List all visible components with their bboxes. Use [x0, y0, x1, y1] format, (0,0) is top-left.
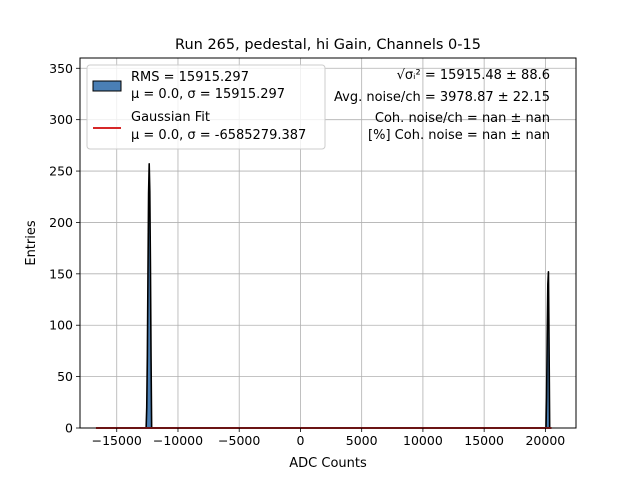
- x-axis-ticks: −15000 −10000 −5000 0 5000 10000 15000 20000: [92, 428, 565, 448]
- y-tick-label: 250: [49, 164, 73, 179]
- x-tick-label: 0: [296, 433, 304, 448]
- legend-label-histogram: RMS = 15915.297: [131, 70, 249, 85]
- x-tick-label: 5000: [346, 433, 378, 448]
- y-tick-label: 100: [49, 318, 73, 333]
- annotation-coh-noise-percent: [%] Coh. noise = nan ± nan: [368, 128, 550, 143]
- plot-frame: [79, 57, 577, 429]
- y-tick-label: 300: [49, 112, 73, 127]
- y-axis-label: Entries: [24, 220, 39, 266]
- y-tick-label: 50: [57, 369, 73, 384]
- legend-frame: [86, 64, 326, 150]
- histogram-peak: [145, 163, 153, 429]
- x-tick-label: −5000: [218, 433, 260, 448]
- legend-label-fit: Gaussian Fit: [131, 110, 210, 125]
- x-tick-label: −10000: [153, 433, 203, 448]
- x-tick-label: 20000: [525, 433, 565, 448]
- annotation-avg-noise: Avg. noise/ch = 3978.87 ± 22.15: [334, 90, 550, 105]
- y-tick-label: 0: [65, 421, 73, 436]
- x-tick-label: −15000: [92, 433, 142, 448]
- x-tick-label: 10000: [403, 433, 443, 448]
- x-axis-label: ADC Counts: [289, 456, 367, 471]
- stats-annotations: √σᵢ² = 15915.48 ± 88.6 Avg. noise/ch = 3…: [334, 68, 550, 143]
- annotation-coh-noise: Coh. noise/ch = nan ± nan: [375, 111, 550, 126]
- histogram-peak: [545, 270, 551, 429]
- annotation-sigma-sum: √σᵢ² = 15915.48 ± 88.6: [397, 68, 550, 83]
- y-tick-label: 150: [49, 266, 73, 281]
- x-tick-label: 15000: [464, 433, 504, 448]
- legend: RMS = 15915.297 μ = 0.0, σ = 15915.297 G…: [86, 64, 326, 150]
- histogram-bars: [145, 163, 551, 429]
- y-tick-label: 350: [49, 61, 73, 76]
- legend-swatch-histogram: [92, 80, 122, 92]
- chart-title: Run 265, pedestal, hi Gain, Channels 0-1…: [175, 37, 481, 53]
- y-tick-label: 200: [49, 215, 73, 230]
- legend-label-fit-stats: μ = 0.0, σ = -6585279.387: [131, 128, 306, 143]
- y-axis-ticks: 0 50 100 150 200 250 300 350: [49, 61, 80, 436]
- legend-label-histogram-stats: μ = 0.0, σ = 15915.297: [131, 87, 285, 102]
